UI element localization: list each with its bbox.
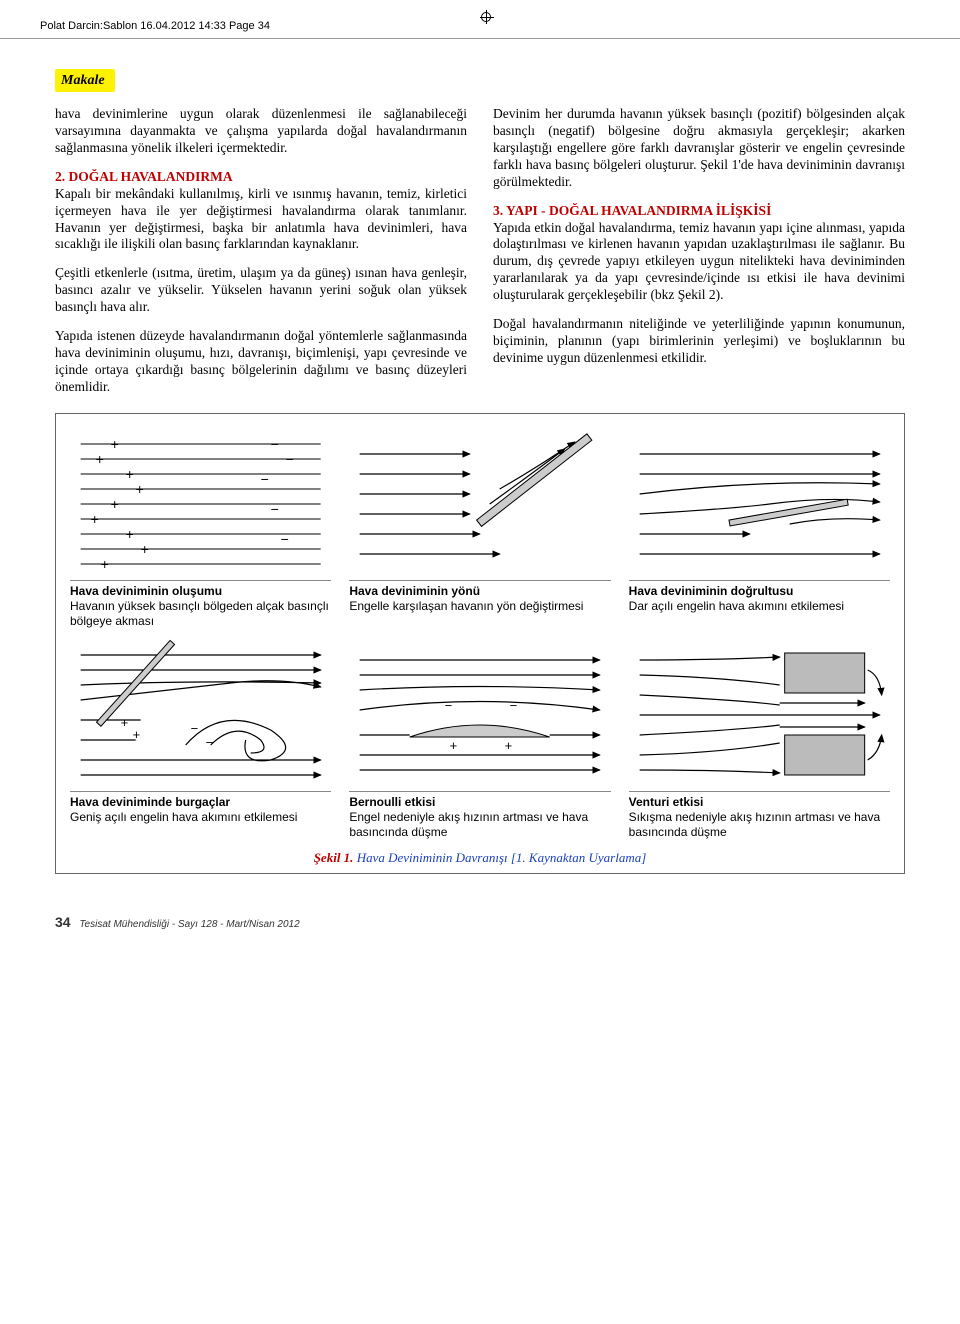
svg-text:+: +	[91, 511, 99, 527]
paragraph-text: Yapıda etkin doğal havalandırma, temiz h…	[493, 220, 905, 303]
running-head: Polat Darcin:Sablon 16.04.2012 14:33 Pag…	[40, 20, 270, 32]
figure-main-caption: Şekil 1. Hava Deviniminin Davranışı [1. …	[70, 850, 890, 866]
svg-text:+: +	[121, 715, 129, 730]
figure-caption: Hava deviniminde burgaçlar Geniş açılı e…	[70, 791, 331, 840]
caption-title: Hava deviniminin oluşumu	[70, 584, 222, 598]
page-footer: 34 Tesisat Mühendisliği - Sayı 128 - Mar…	[0, 884, 960, 952]
svg-text:+: +	[101, 556, 109, 572]
svg-text:+: +	[136, 481, 144, 497]
figure-caption: Venturi etkisi Sıkışma nedeniyle akış hı…	[629, 791, 890, 840]
caption-sub: Havanın yüksek basınçlı bölgeden alçak b…	[70, 599, 329, 628]
figure-caption-text: Hava Deviniminin Davranışı [1. Kaynaktan…	[353, 850, 646, 865]
svg-text:+: +	[111, 496, 119, 512]
paragraph: hava devinimlerine uygun olarak düzenlen…	[55, 106, 467, 157]
svg-text:+: +	[111, 436, 119, 452]
caption-sub: Engel nedeniyle akış hızının artması ve …	[349, 810, 588, 839]
diagram-venturi	[629, 635, 890, 785]
caption-sub: Geniş açılı engelin hava akımını etkilem…	[70, 810, 297, 824]
figure-caption: Bernoulli etkisi Engel nedeniyle akış hı…	[349, 791, 610, 840]
svg-text:+: +	[505, 738, 513, 753]
svg-text:−: −	[191, 721, 199, 736]
caption-sub: Sıkışma nedeniyle akış hızının artması v…	[629, 810, 880, 839]
body-columns: hava devinimlerine uygun olarak düzenlen…	[55, 106, 905, 395]
figure-label: Şekil 1.	[314, 850, 354, 865]
paragraph: Yapıda istenen düzeyde havalandırmanın d…	[55, 328, 467, 396]
paragraph: 3. YAPI - DOĞAL HAVALANDIRMA İLİŞKİSİ Yap…	[493, 203, 905, 304]
diagram-narrow-angle	[629, 424, 890, 574]
page-content: Makale hava devinimlerine uygun olarak d…	[0, 39, 960, 884]
paragraph-text: Kapalı bir mekândaki kullanılmış, kirli …	[55, 186, 467, 252]
svg-text:+: +	[96, 451, 104, 467]
svg-text:−: −	[206, 735, 214, 750]
print-header: Polat Darcin:Sablon 16.04.2012 14:33 Pag…	[0, 0, 960, 39]
diagram-vortices: + + −−	[70, 635, 331, 785]
section-heading: 2. DOĞAL HAVALANDIRMA	[55, 169, 233, 184]
caption-sub: Engelle karşılaşan havanın yön değiştirm…	[349, 599, 583, 613]
svg-text:+: +	[450, 738, 458, 753]
caption-title: Venturi etkisi	[629, 795, 704, 809]
paragraph: Doğal havalandırmanın niteliğinde ve yet…	[493, 316, 905, 367]
caption-title: Bernoulli etkisi	[349, 795, 435, 809]
caption-title: Hava deviniminin yönü	[349, 584, 480, 598]
paragraph: Devinim her durumda havanın yüksek basın…	[493, 106, 905, 190]
caption-sub: Dar açılı engelin hava akımını etkilemes…	[629, 599, 844, 613]
figure-grid: + − + − + − + + − + + − + +	[70, 424, 890, 840]
caption-title: Hava deviniminde burgaçlar	[70, 795, 230, 809]
figure-caption: Hava deviniminin yönü Engelle karşılaşan…	[349, 580, 610, 629]
journal-info: Tesisat Mühendisliği - Sayı 128 - Mart/N…	[79, 919, 299, 930]
svg-text:−: −	[286, 451, 294, 467]
svg-text:−: −	[261, 471, 269, 487]
caption-title: Hava deviniminin doğrultusu	[629, 584, 794, 598]
figure-caption: Hava deviniminin doğrultusu Dar açılı en…	[629, 580, 890, 629]
svg-text:−: −	[271, 436, 279, 452]
paragraph: 2. DOĞAL HAVALANDIRMA Kapalı bir mekândak…	[55, 169, 467, 253]
svg-text:+: +	[141, 541, 149, 557]
diagram-bernoulli: − − + +	[349, 635, 610, 785]
diagram-pressure-flow: + − + − + − + + − + + − + +	[70, 424, 331, 574]
article-tag: Makale	[55, 69, 115, 93]
svg-text:+: +	[133, 727, 141, 742]
section-heading: 3. YAPI - DOĞAL HAVALANDIRMA İLİŞKİSİ	[493, 203, 771, 218]
figure-1: + − + − + − + + − + + − + +	[55, 413, 905, 873]
diagram-direction-change	[349, 424, 610, 574]
figure-caption: Hava deviniminin oluşumu Havanın yüksek …	[70, 580, 331, 629]
svg-text:+: +	[126, 466, 134, 482]
svg-text:−: −	[510, 698, 518, 713]
svg-text:−: −	[271, 501, 279, 517]
svg-text:−: −	[281, 531, 289, 547]
svg-text:−: −	[445, 698, 453, 713]
page-number: 34	[55, 914, 71, 930]
svg-text:+: +	[126, 526, 134, 542]
paragraph: Çeşitli etkenlerle (ısıtma, üretim, ulaş…	[55, 265, 467, 316]
